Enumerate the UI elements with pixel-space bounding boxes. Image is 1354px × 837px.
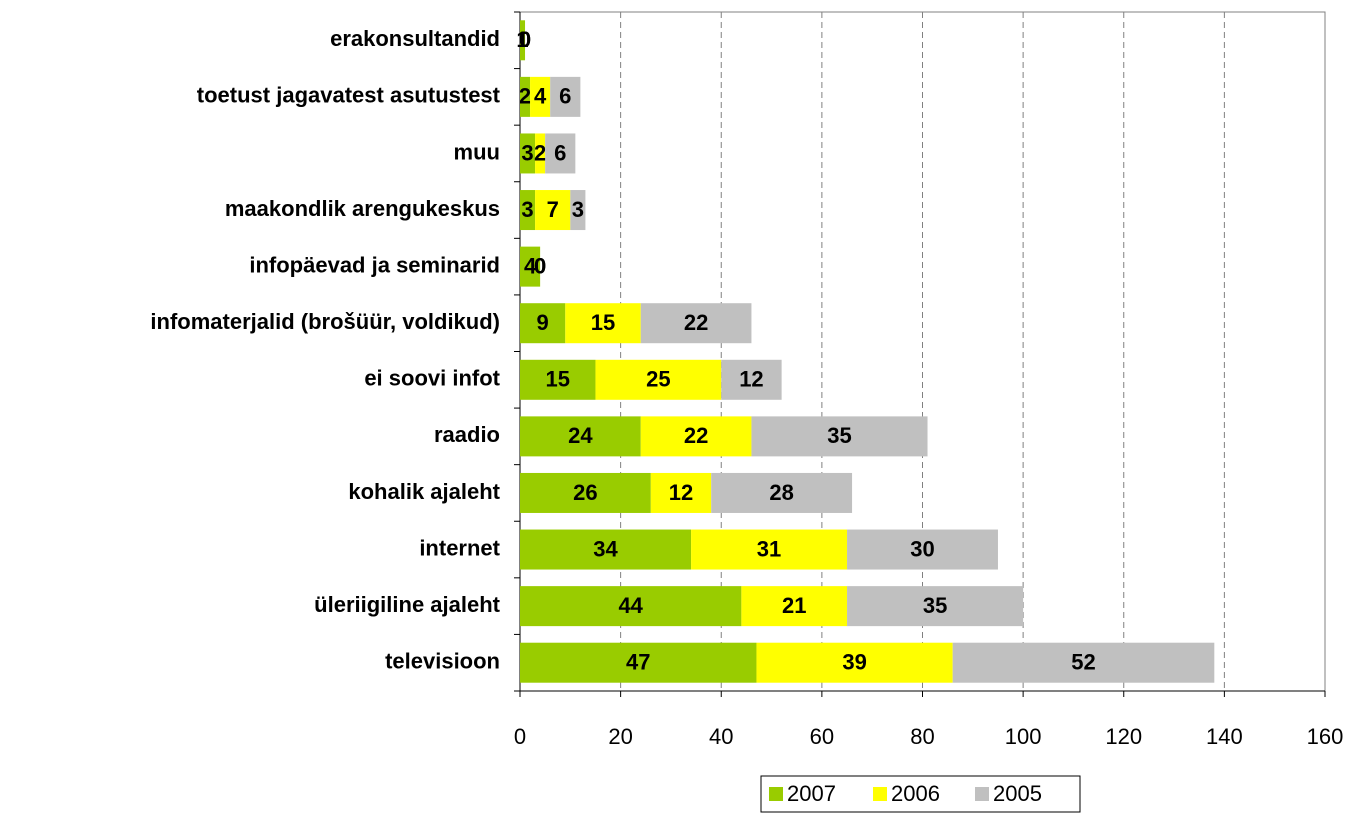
bar-segment xyxy=(721,359,782,400)
value-label: 21 xyxy=(782,593,806,618)
value-label: 24 xyxy=(568,423,593,448)
y-tick-label: kohalik ajaleht xyxy=(348,479,500,504)
value-label: 3 xyxy=(521,197,533,222)
bar-segment xyxy=(520,76,531,117)
legend-label: 2007 xyxy=(787,781,836,806)
bar-segment xyxy=(691,529,848,570)
bar-segment xyxy=(520,529,692,570)
value-label: 3 xyxy=(572,197,584,222)
bar-segment xyxy=(640,416,752,457)
bar-segment xyxy=(847,529,998,570)
bar-segment xyxy=(640,303,752,344)
bar-segment xyxy=(535,133,546,174)
bar-segment xyxy=(520,642,757,683)
value-label: 2 xyxy=(534,140,546,165)
value-label: 26 xyxy=(573,480,597,505)
bar-segment xyxy=(741,586,848,627)
bar-segment xyxy=(565,303,641,344)
value-label: 28 xyxy=(769,480,793,505)
value-label: 22 xyxy=(684,310,708,335)
bar-segment xyxy=(545,133,576,174)
value-label: 22 xyxy=(684,423,708,448)
legend-label: 2006 xyxy=(891,781,940,806)
y-tick-label: muu xyxy=(454,139,500,164)
bar-segment xyxy=(520,359,596,400)
y-tick-label: erakonsultandid xyxy=(330,26,500,51)
x-tick-label: 20 xyxy=(608,724,632,749)
value-label: 1 xyxy=(516,27,528,52)
legend-label: 2005 xyxy=(993,781,1042,806)
y-tick-label: infomaterjalid (brošüür, voldikud) xyxy=(150,309,500,334)
value-label: 35 xyxy=(923,593,947,618)
x-tick-label: 40 xyxy=(709,724,733,749)
value-label: 25 xyxy=(646,367,670,392)
y-tick-label: raadio xyxy=(434,422,500,447)
bar-segment xyxy=(550,76,581,117)
bar-segment xyxy=(847,586,1024,627)
value-label: 4 xyxy=(534,84,547,109)
x-tick-label: 80 xyxy=(910,724,934,749)
y-tick-label: infopäevad ja seminarid xyxy=(249,252,500,277)
legend-swatch xyxy=(873,787,887,801)
bar-segment xyxy=(751,416,928,457)
bar-segment xyxy=(711,472,853,513)
value-label: 4 xyxy=(524,253,537,278)
legend-box xyxy=(760,775,1081,813)
bar-segment xyxy=(520,246,541,287)
legend-swatch xyxy=(975,787,989,801)
x-tick-label: 160 xyxy=(1307,724,1344,749)
y-tick-label: üleriigiline ajaleht xyxy=(314,592,501,617)
y-tick-label: internet xyxy=(419,535,500,560)
value-label: 6 xyxy=(554,140,566,165)
bar-segment xyxy=(520,586,742,627)
bar-segment xyxy=(520,472,651,513)
bar-segment xyxy=(650,472,712,513)
value-label: 35 xyxy=(827,423,851,448)
value-label: 12 xyxy=(669,480,693,505)
value-label: 3 xyxy=(521,140,533,165)
bar-segment xyxy=(530,76,551,117)
x-tick-label: 0 xyxy=(514,724,526,749)
bar-segment xyxy=(520,133,536,174)
value-label: 0 xyxy=(534,253,546,278)
legend-swatch xyxy=(769,787,783,801)
y-tick-label: televisioon xyxy=(385,649,500,674)
y-tick-label: ei soovi infot xyxy=(364,366,500,391)
value-label: 0 xyxy=(534,253,546,278)
bar-segment xyxy=(756,642,953,683)
value-label: 7 xyxy=(547,197,559,222)
bar-segment xyxy=(952,642,1215,683)
x-tick-label: 120 xyxy=(1105,724,1142,749)
bar-segment xyxy=(520,416,641,457)
x-tick-label: 100 xyxy=(1005,724,1042,749)
value-label: 15 xyxy=(591,310,615,335)
y-tick-label: maakondlik arengukeskus xyxy=(225,196,500,221)
value-label: 34 xyxy=(593,536,618,561)
value-label: 52 xyxy=(1071,650,1095,675)
value-label: 15 xyxy=(545,367,569,392)
value-label: 0 xyxy=(519,27,531,52)
bar-segment xyxy=(520,190,536,231)
x-tick-label: 60 xyxy=(810,724,834,749)
value-label: 30 xyxy=(910,536,934,561)
value-label: 47 xyxy=(626,650,650,675)
value-label: 2 xyxy=(519,84,531,109)
value-label: 6 xyxy=(559,84,571,109)
x-tick-label: 140 xyxy=(1206,724,1243,749)
value-label: 39 xyxy=(842,650,866,675)
value-label: 0 xyxy=(519,27,531,52)
value-label: 44 xyxy=(618,593,643,618)
bar-segment xyxy=(570,190,586,231)
value-label: 31 xyxy=(757,536,781,561)
bar-segment xyxy=(520,20,526,61)
bar-segment xyxy=(535,190,571,231)
y-tick-label: toetust jagavatest asutustest xyxy=(197,83,501,108)
bar-segment xyxy=(595,359,722,400)
bar-segment xyxy=(520,303,566,344)
value-label: 9 xyxy=(537,310,549,335)
value-label: 12 xyxy=(739,367,763,392)
